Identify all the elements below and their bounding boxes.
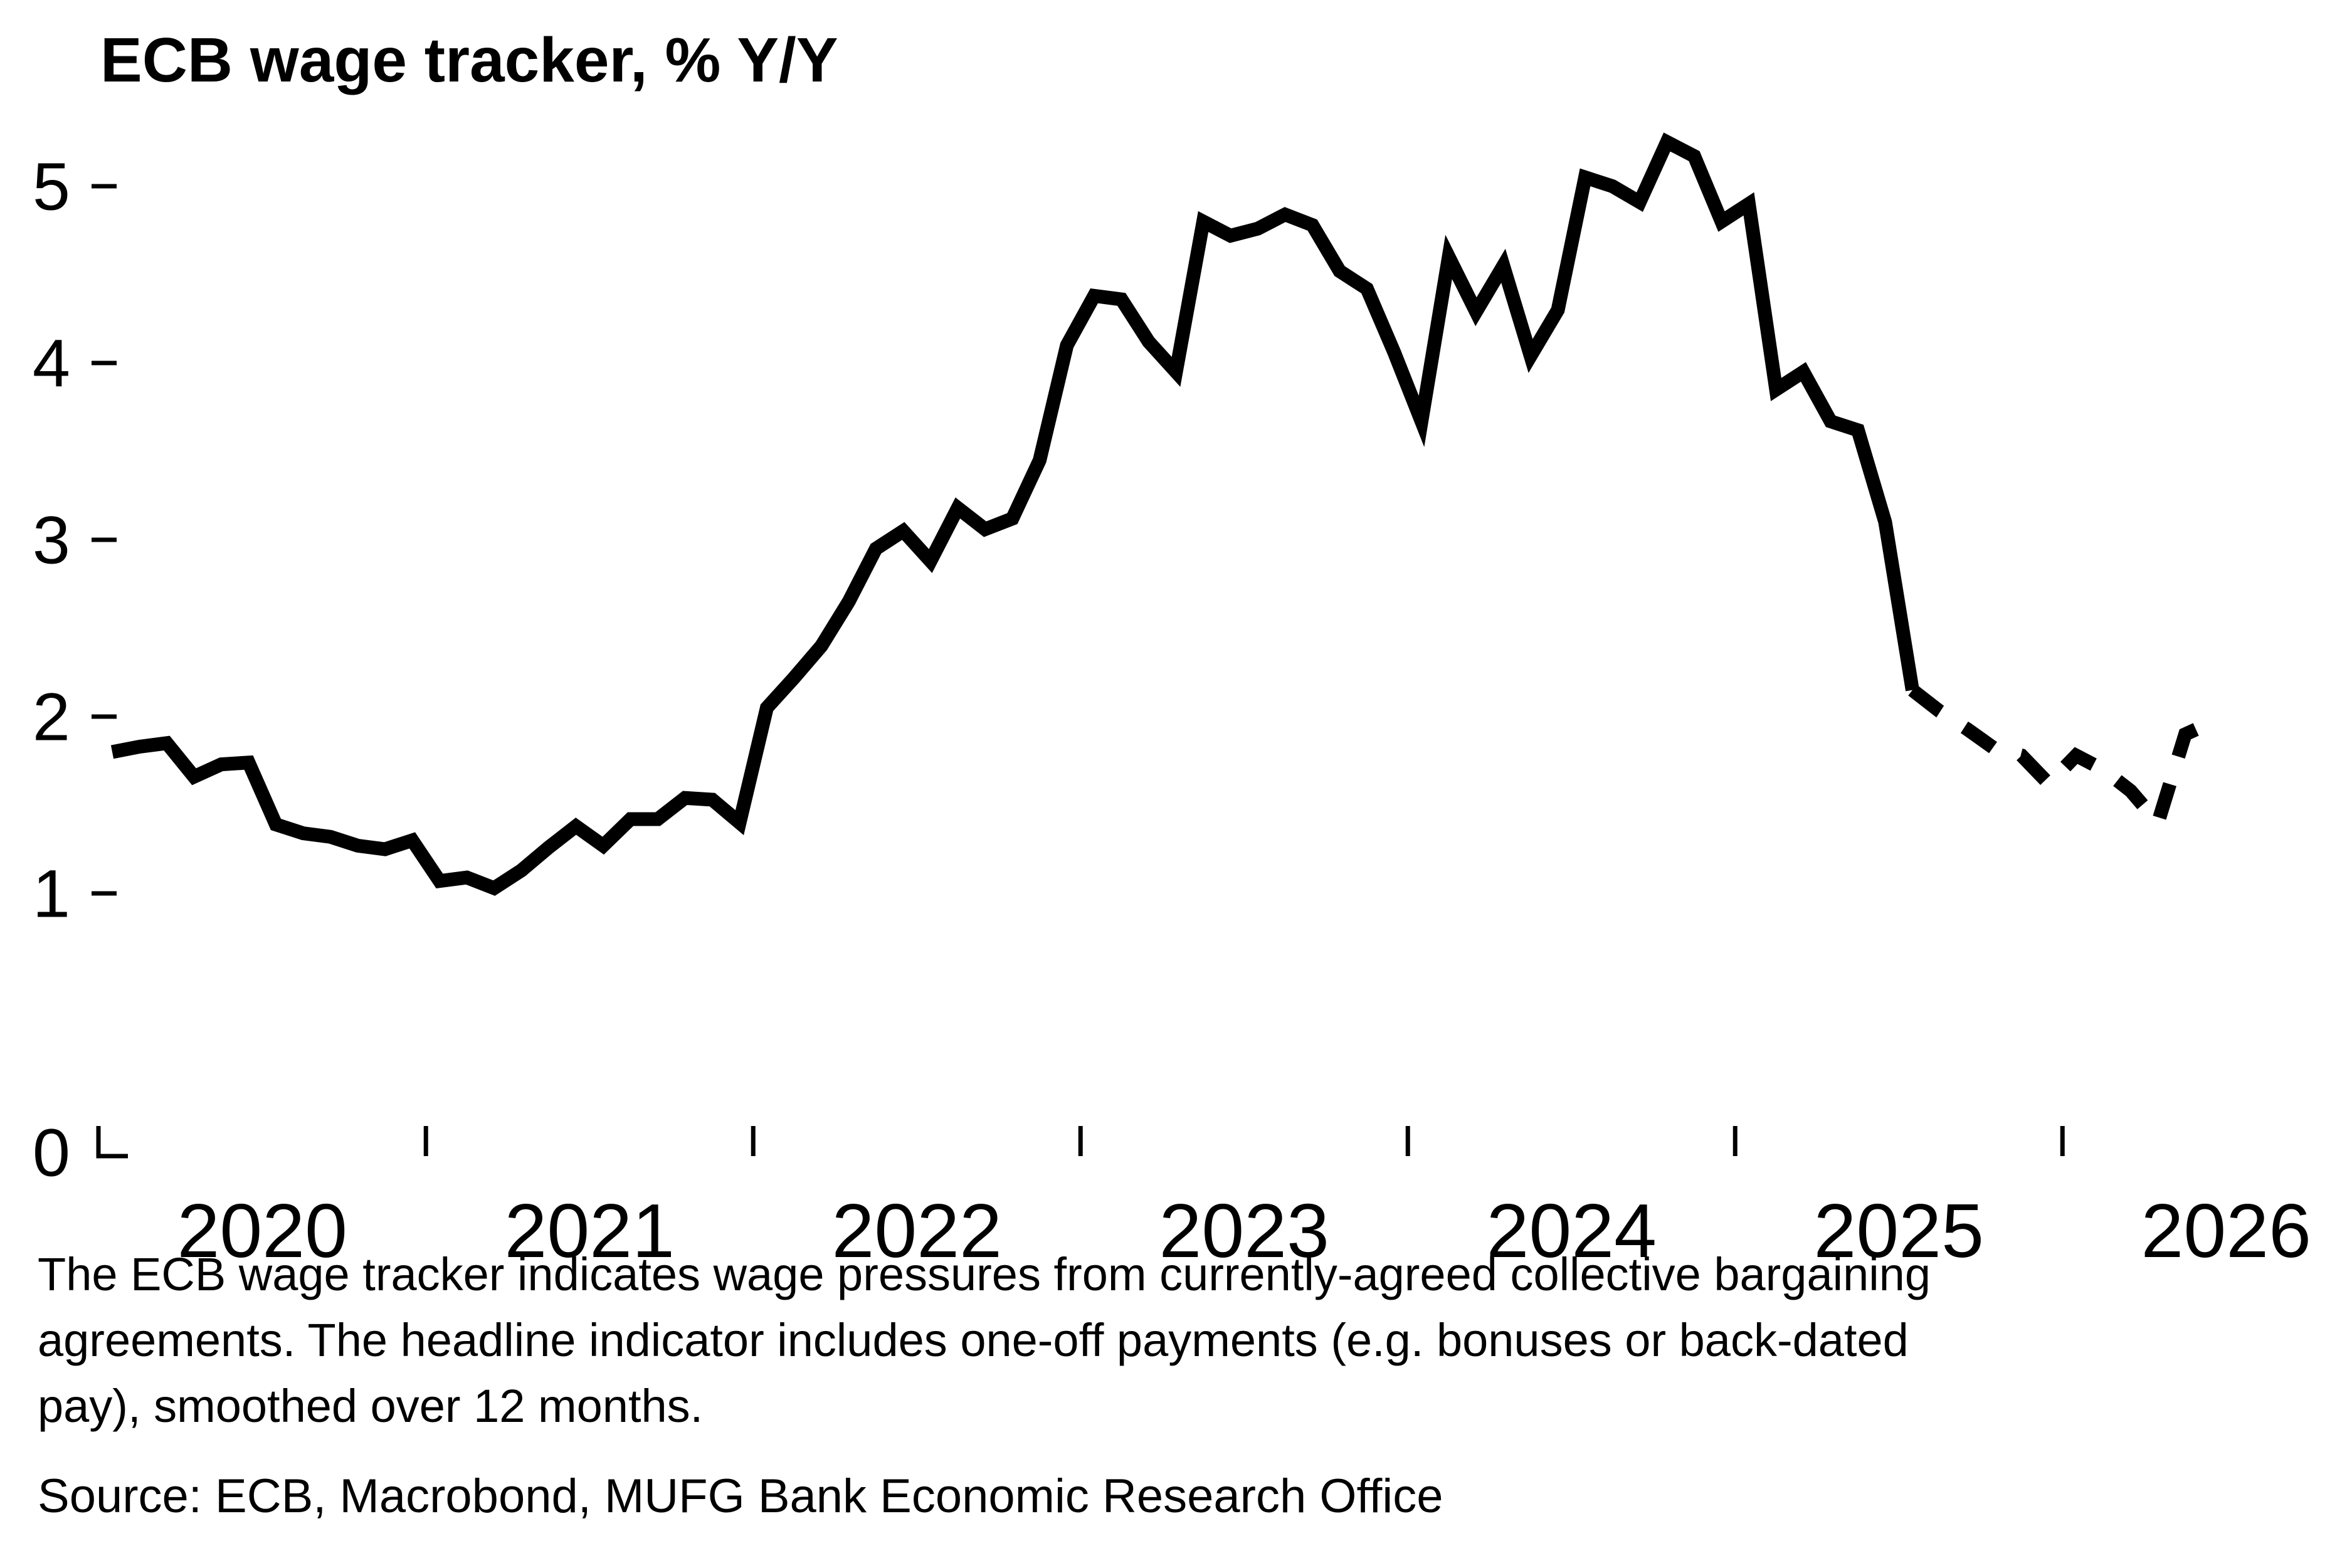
wage-tracker-line-actual <box>110 132 1919 896</box>
x-tick-label-2021: 2021 <box>505 1188 675 1273</box>
y-tick-label-3: 3 <box>33 502 70 578</box>
y-axis: 0 1 2 3 4 5 <box>33 149 117 1191</box>
x-tick-label-2025: 2025 <box>1814 1188 1984 1273</box>
x-tick-label-2022: 2022 <box>832 1188 1002 1273</box>
axis-origin-corner <box>96 1126 128 1159</box>
x-axis: 2020 2021 2022 2023 2024 2025 2026 <box>177 1126 2311 1273</box>
x-tick-label-2026: 2026 <box>2141 1188 2311 1273</box>
y-tick-label-1: 1 <box>33 856 70 932</box>
footnote-line-3: pay), smoothed over 12 months. <box>38 1380 703 1432</box>
x-tick-label-2023: 2023 <box>1159 1188 1329 1273</box>
source-line: Source: ECB, Macrobond, MUFG Bank Econom… <box>38 1470 1443 1523</box>
chart-title: ECB wage tracker, % Y/Y <box>100 25 838 95</box>
footnote-line-2: agreements. The headline indicator inclu… <box>38 1314 1909 1366</box>
y-tick-label-5: 5 <box>33 149 70 224</box>
y-tick-label-2: 2 <box>33 679 70 755</box>
wage-tracker-line-forecast <box>1908 685 2216 837</box>
y-tick-label-0: 0 <box>33 1115 70 1191</box>
footnote-line-1: The ECB wage tracker indicates wage pres… <box>38 1248 1931 1300</box>
y-tick-label-4: 4 <box>33 325 70 401</box>
x-tick-label-2024: 2024 <box>1487 1188 1657 1273</box>
x-tick-label-2020: 2020 <box>177 1188 347 1273</box>
